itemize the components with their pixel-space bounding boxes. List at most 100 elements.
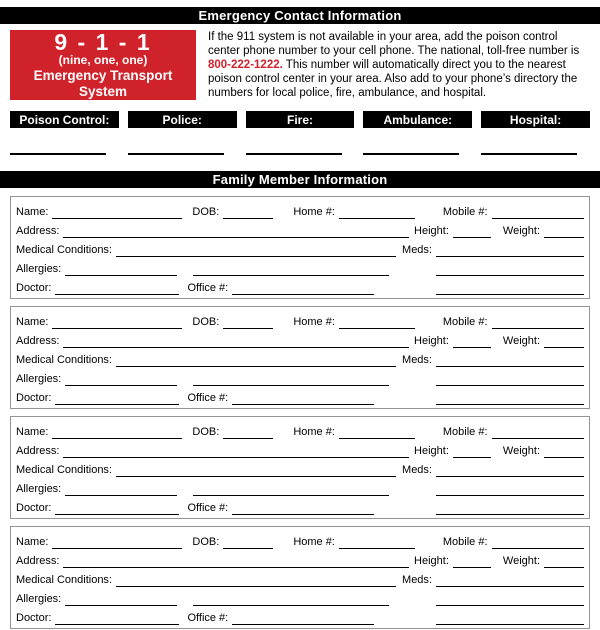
contact-label: Fire: <box>245 111 355 128</box>
meds-blank-line <box>436 583 584 587</box>
name-blank-line <box>52 545 183 549</box>
allergies-blank-line <box>65 602 178 606</box>
member-row-1: Name: DOB: Home #: Mobile #: <box>16 420 584 439</box>
mobile-phone-blank-line <box>491 435 584 439</box>
weight-blank-line <box>544 454 584 458</box>
mobile-phone-blank-line <box>491 545 584 549</box>
member-row-2: Address: Height: Weight: <box>16 219 584 238</box>
medical-conditions-label: Medical Conditions: <box>16 354 112 366</box>
medical-conditions-blank-line <box>116 583 397 587</box>
contact-column: Poison Control: <box>10 111 119 155</box>
name-blank-line <box>52 325 183 329</box>
weight-label: Weight: <box>502 225 540 237</box>
member-row-4: Allergies: <box>16 257 584 276</box>
contact-column: Ambulance: <box>363 111 473 155</box>
height-label: Height: <box>414 555 449 567</box>
office-phone-blank-line <box>232 401 375 405</box>
family-member-box: Name: DOB: Home #: Mobile #: Address: He… <box>10 416 590 519</box>
badge-caption: Emergency Transport System <box>33 67 173 99</box>
meds-continued-blank-line-2 <box>436 511 584 515</box>
contact-blank-line <box>10 153 106 155</box>
weight-blank-line <box>544 344 584 348</box>
meds-label: Meds: <box>402 354 432 366</box>
allergies-label: Allergies: <box>16 593 62 605</box>
weight-label: Weight: <box>502 335 540 347</box>
contact-column: Hospital: <box>481 111 590 155</box>
family-member-box: Name: DOB: Home #: Mobile #: Address: He… <box>10 306 590 409</box>
member-row-4: Allergies: <box>16 587 584 606</box>
contact-label: Police: <box>127 111 237 128</box>
dob-blank-line <box>223 215 274 219</box>
meds-continued-blank-line <box>436 382 584 386</box>
allergies-label: Allergies: <box>16 263 62 275</box>
member-row-3: Medical Conditions: Meds: <box>16 238 584 257</box>
dob-label: DOB: <box>192 316 220 328</box>
office-phone-blank-line <box>232 291 375 295</box>
meds-label: Meds: <box>402 464 432 476</box>
allergies-continued-blank-line <box>193 492 390 496</box>
mobile-phone-label: Mobile #: <box>442 536 488 548</box>
family-section-title: Family Member Information <box>0 171 600 188</box>
dob-label: DOB: <box>192 426 220 438</box>
medical-conditions-blank-line <box>116 253 397 257</box>
contact-blank-line <box>481 153 578 155</box>
intro-text-before: If the 911 system is not available in yo… <box>208 31 580 57</box>
emergency-badge: 9 - 1 - 1 (nine, one, one) Emergency Tra… <box>10 30 196 100</box>
address-label: Address: <box>16 445 60 457</box>
meds-blank-line <box>436 363 584 367</box>
contact-label: Hospital: <box>481 111 590 128</box>
mobile-phone-label: Mobile #: <box>442 206 488 218</box>
home-phone-label: Home #: <box>293 316 335 328</box>
office-phone-label: Office #: <box>187 392 229 404</box>
member-row-1: Name: DOB: Home #: Mobile #: <box>16 530 584 549</box>
member-row-3: Medical Conditions: Meds: <box>16 458 584 477</box>
member-row-2: Address: Height: Weight: <box>16 329 584 348</box>
meds-label: Meds: <box>402 574 432 586</box>
name-blank-line <box>52 215 183 219</box>
doctor-blank-line <box>55 511 180 515</box>
contact-blank-line <box>245 153 342 155</box>
office-phone-label: Office #: <box>187 282 229 294</box>
allergies-continued-blank-line <box>193 602 390 606</box>
meds-blank-line <box>436 253 584 257</box>
member-row-3: Medical Conditions: Meds: <box>16 568 584 587</box>
badge-911-number: 9 - 1 - 1 <box>54 28 152 55</box>
mobile-phone-blank-line <box>491 325 584 329</box>
address-label: Address: <box>16 225 60 237</box>
height-label: Height: <box>414 445 449 457</box>
medical-conditions-label: Medical Conditions: <box>16 244 112 256</box>
poison-phone-number: 800-222-1222. <box>208 58 283 71</box>
height-blank-line <box>452 234 491 238</box>
home-phone-blank-line <box>338 545 415 549</box>
meds-continued-blank-line <box>436 272 584 276</box>
member-row-5: Doctor: Office #: <box>16 606 584 625</box>
doctor-label: Doctor: <box>16 502 52 514</box>
height-blank-line <box>452 344 491 348</box>
address-blank-line <box>63 454 410 458</box>
height-blank-line <box>452 454 491 458</box>
member-row-5: Doctor: Office #: <box>16 496 584 515</box>
member-row-4: Allergies: <box>16 367 584 386</box>
doctor-blank-line <box>55 401 180 405</box>
member-row-3: Medical Conditions: Meds: <box>16 348 584 367</box>
doctor-label: Doctor: <box>16 282 52 294</box>
weight-blank-line <box>544 234 584 238</box>
allergies-continued-blank-line <box>193 272 390 276</box>
home-phone-blank-line <box>338 435 415 439</box>
meds-blank-line <box>436 473 584 477</box>
medical-conditions-blank-line <box>116 363 397 367</box>
office-phone-label: Office #: <box>187 612 229 624</box>
address-blank-line <box>63 564 410 568</box>
contact-column: Police: <box>127 111 237 155</box>
dob-blank-line <box>223 435 274 439</box>
member-row-5: Doctor: Office #: <box>16 276 584 295</box>
address-label: Address: <box>16 555 60 567</box>
mobile-phone-label: Mobile #: <box>442 426 488 438</box>
meds-continued-blank-line <box>436 602 584 606</box>
medical-conditions-label: Medical Conditions: <box>16 464 112 476</box>
family-member-box: Name: DOB: Home #: Mobile #: Address: He… <box>10 196 590 299</box>
contact-label: Poison Control: <box>10 111 119 128</box>
doctor-blank-line <box>55 621 180 625</box>
member-row-1: Name: DOB: Home #: Mobile #: <box>16 310 584 329</box>
home-phone-label: Home #: <box>293 426 335 438</box>
